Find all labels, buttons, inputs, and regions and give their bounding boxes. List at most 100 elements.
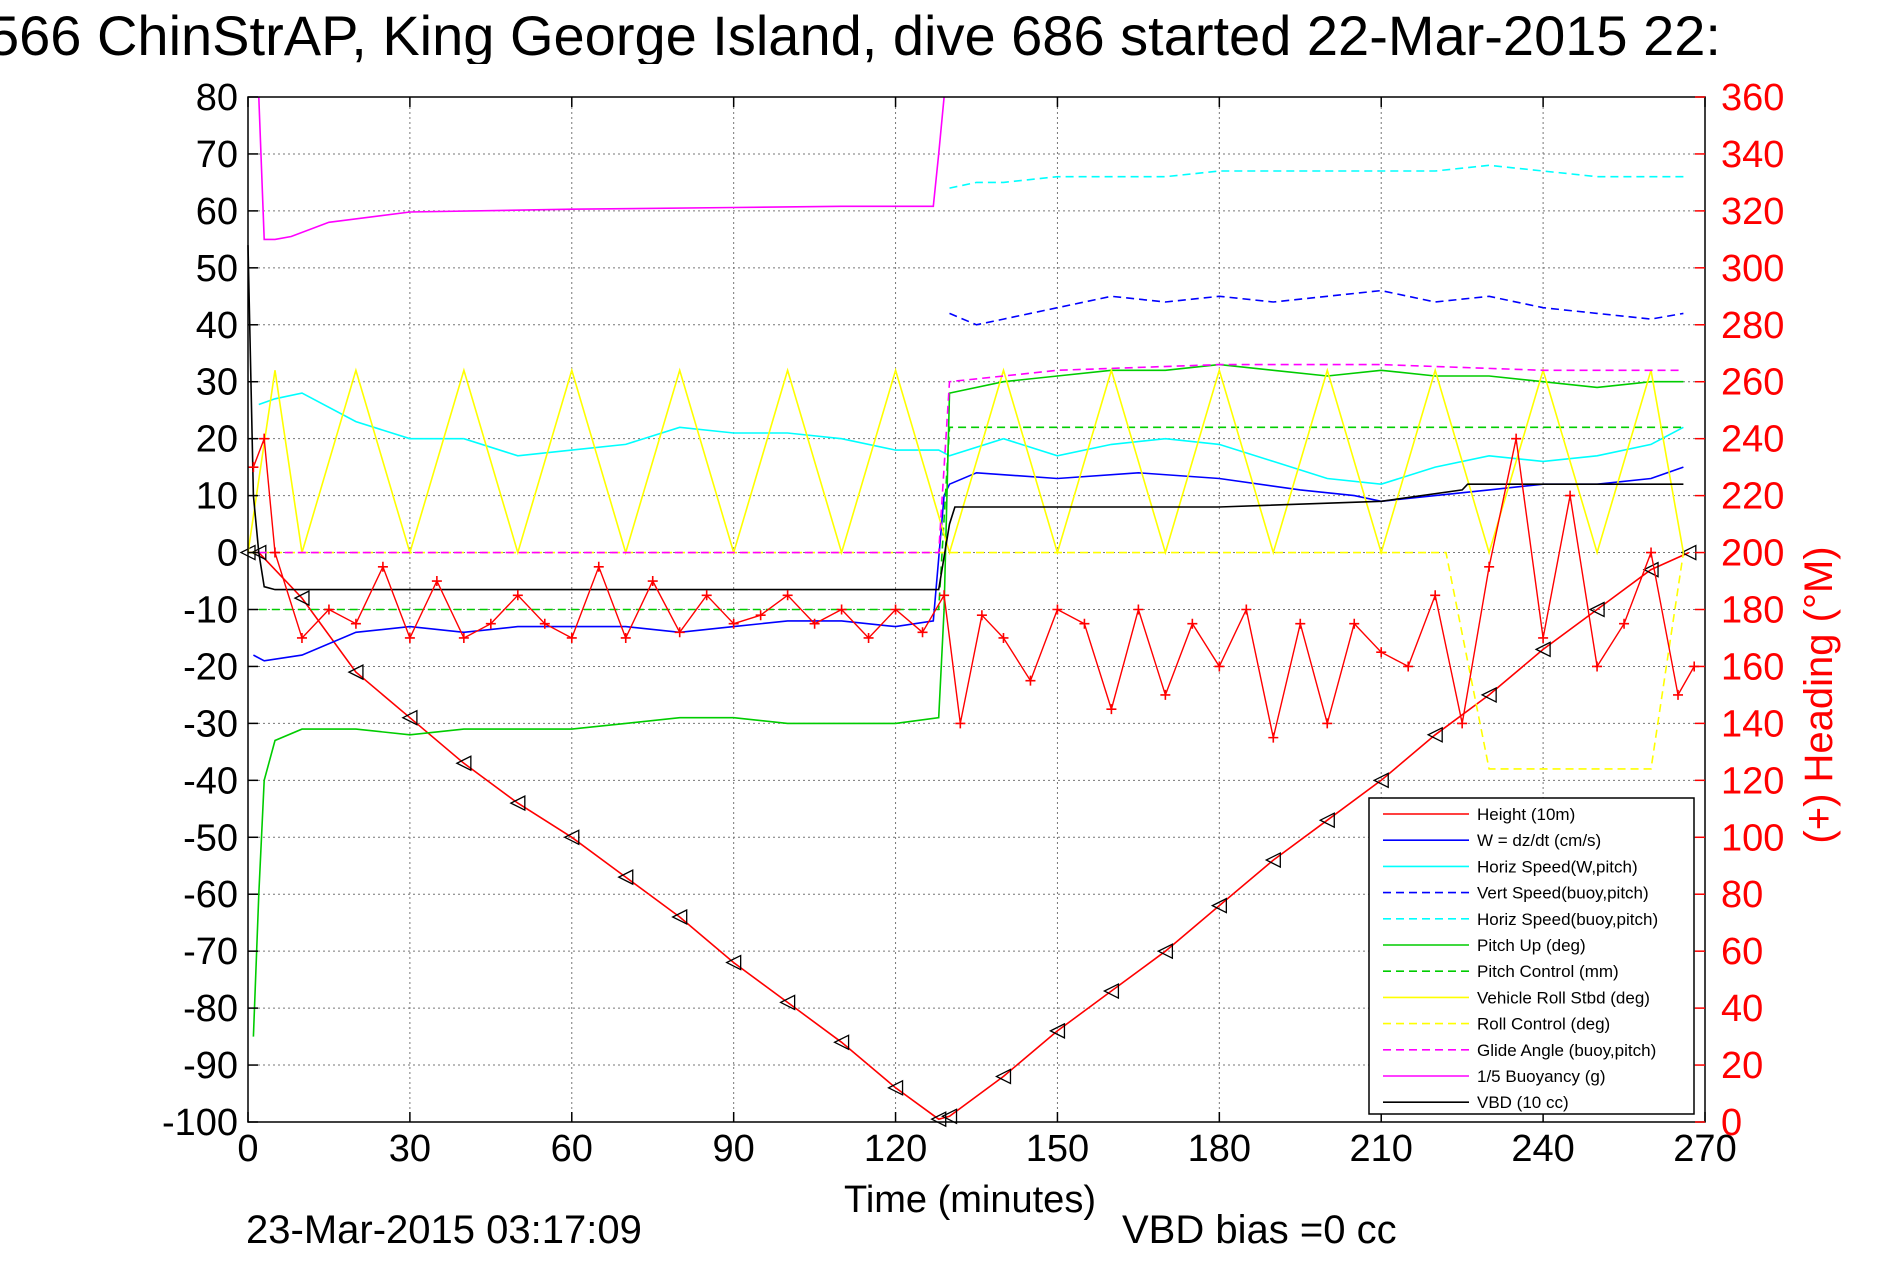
right-tick-label: 360 [1721, 77, 1784, 119]
heading-point [458, 632, 469, 643]
height-point [1318, 812, 1335, 829]
heading-point [1133, 604, 1144, 615]
heading-point [1160, 689, 1171, 700]
height-point [1534, 641, 1551, 658]
heading-point [350, 618, 361, 629]
legend-label: Roll Control (deg) [1477, 1015, 1610, 1034]
height-point [1588, 601, 1605, 618]
series-line [949, 164, 1684, 189]
right-tick-label: 120 [1721, 760, 1784, 802]
heading-point [701, 590, 712, 601]
y-tick-label: -40 [183, 760, 238, 802]
heading-point [809, 618, 820, 629]
height-point [779, 994, 796, 1011]
heading-point [1349, 618, 1360, 629]
legend-label: Pitch Up (deg) [1477, 936, 1586, 955]
height-point [1426, 726, 1443, 743]
legend-label: Pitch Control (mm) [1477, 962, 1619, 981]
x-tick-label: 30 [389, 1128, 431, 1170]
height-point [563, 829, 580, 846]
x-tick-label: 150 [1026, 1128, 1089, 1170]
y-tick-label: 80 [196, 77, 238, 119]
heading-point [976, 610, 987, 621]
right-tick-label: 160 [1721, 646, 1784, 688]
right-axis-label: (+) Heading (°M) [1797, 546, 1841, 843]
height-point [725, 954, 742, 971]
height-point [509, 795, 526, 812]
legend-box [1368, 797, 1695, 1115]
heading-point [1025, 675, 1036, 686]
y-tick-label: 30 [196, 362, 238, 404]
series-line [253, 466, 1684, 662]
heading-point [377, 561, 388, 572]
series-line [258, 96, 945, 241]
heading-point [890, 604, 901, 615]
y-tick-label: -60 [183, 874, 238, 916]
heading-point [998, 632, 1009, 643]
series-line [258, 426, 1684, 611]
heading-point [1484, 561, 1495, 572]
y-tick-label: -80 [183, 988, 238, 1030]
heading-point [1052, 604, 1063, 615]
heading-point [1268, 732, 1279, 743]
heading-point [1592, 661, 1603, 672]
heading-point [955, 718, 966, 729]
y-tick-label: 60 [196, 191, 238, 233]
height-point [1156, 943, 1174, 960]
y-tick-label: 20 [196, 419, 238, 461]
legend-label: Horiz Speed(W,pitch) [1477, 857, 1638, 876]
y-tick-label: 50 [196, 248, 238, 290]
series-layer [239, 96, 1700, 1128]
heading-point [248, 462, 259, 473]
legend-label: VBD (10 cc) [1477, 1093, 1569, 1112]
series-line [949, 289, 1684, 326]
legend: Height (10m) W = dz/dt (cm/s) Horiz Speed(… [1368, 797, 1695, 1115]
heading-point [566, 632, 577, 643]
heading-point [1619, 618, 1630, 629]
height-point [833, 1034, 850, 1051]
y-tick-label: -100 [162, 1102, 238, 1144]
legend-label: Vert Speed(buoy,pitch) [1477, 884, 1649, 903]
x-tick-label: 240 [1511, 1128, 1574, 1170]
right-tick-label: 340 [1721, 134, 1784, 176]
series-line [252, 363, 1684, 1037]
right-tick-label: 40 [1721, 988, 1763, 1030]
x-axis-label: Time (minutes) [844, 1179, 1096, 1221]
heading-point [1079, 618, 1090, 629]
heading-point [1187, 618, 1198, 629]
right-tick-label: 220 [1721, 476, 1784, 518]
footer-vbd-bias: VBD bias =0 cc [1122, 1208, 1397, 1252]
right-tick-label: 180 [1721, 590, 1784, 632]
height-point [995, 1068, 1012, 1085]
heading-point [323, 604, 334, 615]
x-tick-label: 90 [713, 1128, 755, 1170]
x-tick-label: 270 [1673, 1128, 1736, 1170]
y-tick-label: -30 [183, 703, 238, 745]
x-tick-label: 120 [864, 1128, 927, 1170]
heading-point [1565, 490, 1576, 501]
y-tick-label: -20 [183, 646, 238, 688]
y-tick-label: 0 [217, 533, 238, 575]
heading-point [512, 590, 523, 601]
heading-point [782, 590, 793, 601]
height-point [671, 908, 688, 926]
y-tick-label: -70 [183, 931, 238, 973]
height-point [1102, 982, 1120, 1000]
heading-point [1673, 689, 1684, 700]
heading-point [431, 576, 442, 587]
right-tick-label: 300 [1721, 248, 1784, 290]
heading-point [404, 632, 415, 643]
heading-point [620, 632, 631, 643]
heading-point [1646, 547, 1657, 558]
footer-timestamp: 23-Mar-2015 03:17:09 [246, 1208, 642, 1252]
x-tick-label: 60 [551, 1128, 593, 1170]
heading-point [1214, 661, 1225, 672]
right-tick-label: 80 [1721, 874, 1763, 916]
series-line [258, 363, 1684, 554]
legend-label: Horiz Speed(buoy,pitch) [1477, 910, 1658, 929]
legend-label: 1/5 Buoyancy (g) [1477, 1067, 1606, 1086]
right-tick-label: 100 [1721, 817, 1784, 859]
heading-point [1538, 632, 1549, 643]
right-tick-label: 260 [1721, 362, 1784, 404]
